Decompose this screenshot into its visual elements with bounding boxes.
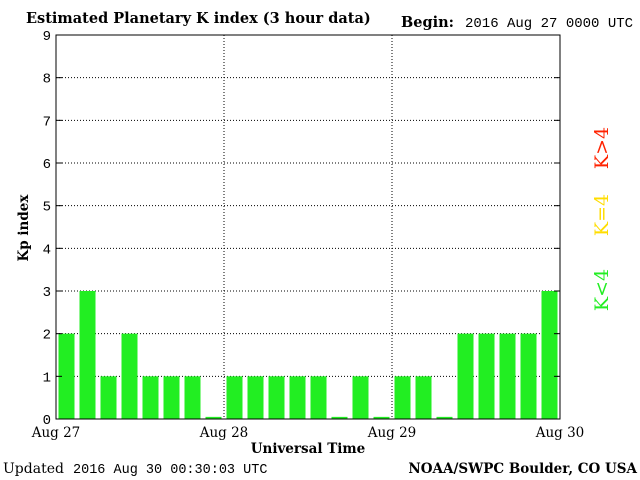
y-tick-label: 1 [43,370,51,386]
kp-bar [520,333,537,419]
y-tick-label: 5 [43,200,51,216]
x-axis-ticks: Aug 27 Aug 28 Aug 29 Aug 30 [31,425,585,441]
legend-equal: K=4 [591,194,613,236]
kp-bar [58,333,75,419]
updated-value: 2016 Aug 30 00:30:03 UTC [73,463,267,478]
y-tick-label: 0 [43,413,51,429]
kp-bar [121,333,138,419]
x-tick-label: Aug 29 [367,425,417,441]
y-axis-label: Kp index [16,194,32,262]
y-axis-ticks: 0 1 2 3 4 5 6 7 8 9 [43,29,560,429]
legend-high: K>4 [591,127,613,169]
y-tick-label: 7 [43,114,51,130]
kp-bar [226,376,243,419]
kp-bar [415,376,432,419]
kp-bar [394,376,411,419]
plot-frame [55,34,561,420]
x-tick-label: Aug 27 [31,425,81,441]
y-tick-label: 9 [43,29,51,45]
chart-title: Estimated Planetary K index (3 hour data… [26,10,371,27]
y-tick-label: 6 [43,157,51,173]
legend-low: K<4 [591,269,613,311]
x-axis-label: Universal Time [251,441,366,457]
source-credit: NOAA/SWPC Boulder, CO USA [408,461,637,477]
kp-bar [499,333,516,419]
kp-bar [478,333,495,419]
begin-value: 2016 Aug 27 0000 UTC [465,16,633,32]
kp-bar [247,376,264,419]
kp-bar [79,291,96,419]
x-tick-label: Aug 30 [535,425,585,441]
kp-bar [457,333,474,419]
kp-bar [352,376,369,419]
kp-bar [100,376,117,419]
begin-label: Begin: [401,14,454,31]
kp-bar [541,291,558,419]
kp-bar [163,376,180,419]
kp-bar [289,376,306,419]
kp-bar [436,416,453,419]
kp-bar [331,416,348,419]
y-tick-label: 8 [43,72,51,88]
updated-label: Updated [3,461,64,477]
y-tick-label: 4 [43,242,51,258]
kp-bar [205,416,222,419]
y-tick-label: 3 [43,285,51,301]
kp-bar [373,416,390,419]
kp-bar [184,376,201,419]
kp-bar [310,376,327,419]
kp-bar [142,376,159,419]
bar-series [58,291,558,419]
x-tick-label: Aug 28 [199,425,249,441]
grid-lines [56,35,560,419]
kp-bar [268,376,285,419]
y-tick-label: 2 [43,328,51,344]
